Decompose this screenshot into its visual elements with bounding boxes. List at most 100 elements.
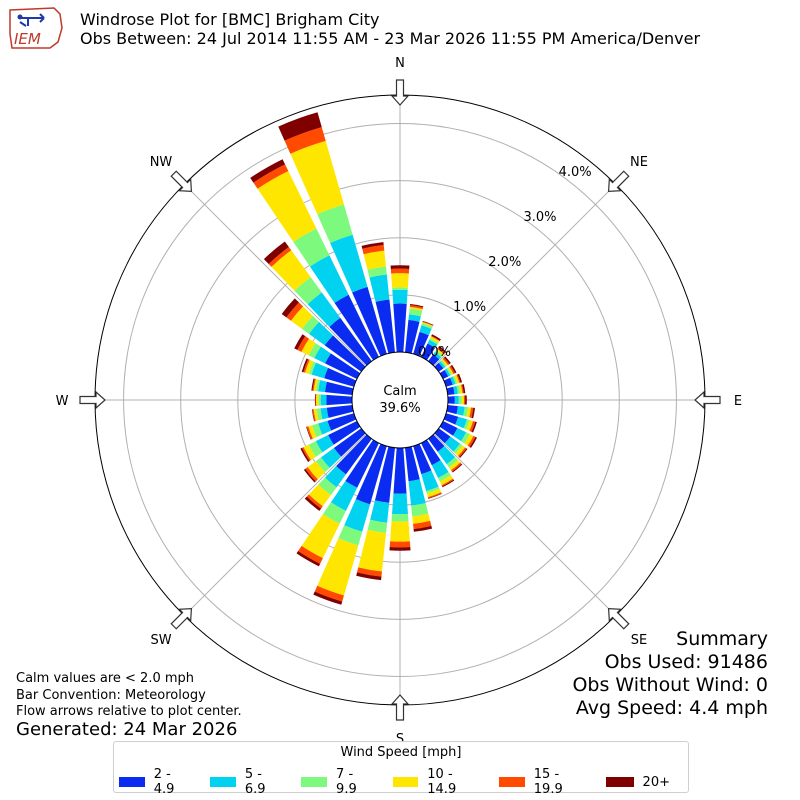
flow-arrow-icon bbox=[607, 607, 630, 630]
windrose-bar-segment bbox=[471, 407, 476, 419]
windrose-bar-segment bbox=[311, 409, 315, 422]
flow-arrow-shape bbox=[390, 694, 410, 721]
windrose-bar-segment bbox=[301, 447, 311, 462]
flow-arrows bbox=[79, 79, 721, 721]
legend-label: 15 - 19.9 bbox=[533, 767, 563, 797]
windrose-bar-segment bbox=[325, 353, 361, 379]
windrose-bar-segment bbox=[453, 443, 463, 454]
legend-swatch bbox=[210, 777, 236, 787]
direction-label: NW bbox=[150, 155, 173, 170]
windrose-bar-segment bbox=[315, 394, 317, 406]
windrose-bar-segment bbox=[450, 376, 456, 385]
windrose-bar-segment bbox=[307, 461, 326, 480]
windrose-bar-segment bbox=[297, 336, 310, 352]
windrose-bar-segment bbox=[471, 421, 477, 433]
windrose-bar-segment bbox=[419, 325, 432, 336]
windrose-bar-segment bbox=[301, 338, 316, 356]
radial-tick-label: 3.0% bbox=[523, 210, 556, 225]
bar-convention-note: Bar Convention: Meteorology bbox=[16, 687, 206, 703]
windrose-bar-segment bbox=[391, 273, 409, 288]
windrose-bar-segment bbox=[408, 314, 421, 322]
windrose-bar-segment bbox=[302, 315, 320, 334]
windrose-bar-segment bbox=[443, 377, 453, 387]
flow-arrow-shape bbox=[170, 607, 193, 630]
legend-label: 7 - 9.9 bbox=[336, 767, 357, 797]
radial-tick-labels: 0.0% 1.0% 2.0% 3.0% 4.0% bbox=[418, 165, 592, 360]
windrose-bar-segment bbox=[325, 466, 346, 488]
legend-items: 2 - 4.9 5 - 6.9 7 - 9.9 10 - 14.9 15 - 19.9 2… bbox=[119, 767, 688, 797]
iem-logo: IEM bbox=[4, 4, 68, 52]
flow-arrow-icon bbox=[170, 170, 193, 193]
calm-value: 39.6% bbox=[379, 401, 420, 416]
windrose-bar-segment bbox=[456, 406, 465, 416]
windrose-bar-segment bbox=[442, 479, 455, 488]
windrose-bar-segment bbox=[458, 395, 462, 405]
legend-item: 5 - 6.9 bbox=[210, 767, 283, 797]
windrose-bar-segment bbox=[357, 567, 382, 577]
windrose-bar-segment bbox=[440, 359, 447, 368]
windrose-bar-segment bbox=[392, 287, 408, 291]
legend-swatch bbox=[605, 777, 634, 787]
windrose-bar-segment bbox=[303, 468, 316, 483]
windrose-bars bbox=[250, 112, 478, 605]
windrose-bar-segment bbox=[345, 439, 379, 488]
windrose-bar-segment bbox=[443, 356, 451, 365]
windrose-bar-segment bbox=[427, 339, 438, 348]
summary-obs-used: Obs Used: 91486 bbox=[604, 651, 768, 673]
legend-item: 20+ bbox=[605, 775, 670, 790]
windrose-bar-segment bbox=[327, 413, 357, 431]
windrose-bar-segment bbox=[393, 447, 407, 494]
radial-tick-label: 0.0% bbox=[418, 345, 451, 360]
windrose-bar-segment bbox=[312, 409, 316, 422]
flow-arrow-icon bbox=[390, 694, 410, 721]
windrose-bar-segment bbox=[316, 408, 323, 421]
windrose-bar-segment bbox=[390, 521, 410, 542]
windrose-bar-segment bbox=[393, 303, 407, 353]
windrose-bar-segment bbox=[431, 460, 449, 479]
windrose-bar-segment bbox=[336, 434, 372, 475]
windrose-bar-segment bbox=[422, 322, 433, 327]
windrose-bar-segment bbox=[426, 486, 440, 494]
windrose-bar-segment bbox=[413, 525, 433, 532]
windrose-bar-segment bbox=[390, 268, 410, 274]
flow-arrow-icon bbox=[79, 390, 106, 410]
windrose-bar-segment bbox=[442, 357, 450, 366]
windrose-bar-segment bbox=[304, 496, 322, 511]
windrose-bar-segment bbox=[458, 384, 463, 394]
windrose-bar-segment bbox=[317, 538, 359, 596]
windrose-bar-segment bbox=[318, 380, 327, 393]
windrose-bar-segment bbox=[446, 405, 458, 415]
windrose-bar-segment bbox=[334, 294, 379, 361]
windrose-bar-segment bbox=[333, 428, 366, 457]
flow-arrow-icon bbox=[607, 170, 630, 193]
windrose-bar-segment bbox=[447, 396, 455, 404]
windrose-bar-segment bbox=[363, 250, 386, 270]
windrose-bar-segment bbox=[355, 443, 387, 505]
legend-item: 15 - 19.9 bbox=[499, 767, 588, 797]
windrose-bar-segment bbox=[469, 407, 474, 418]
windrose-bar-segment bbox=[391, 513, 409, 522]
windrose-bar-segment bbox=[296, 551, 321, 567]
flow-arrow-shape bbox=[79, 390, 106, 410]
windrose-bar-segment bbox=[313, 408, 319, 422]
windrose-bar-segment bbox=[456, 385, 461, 394]
generated-date: Generated: 24 Mar 2026 bbox=[16, 719, 238, 740]
windrose-bar-segment bbox=[409, 308, 423, 317]
legend-label: 2 - 4.9 bbox=[153, 767, 175, 797]
windrose-bar-segment bbox=[457, 447, 467, 458]
windrose-bar-segment bbox=[312, 423, 323, 438]
windrose-bar-segment bbox=[428, 493, 442, 499]
windrose-bar-segment bbox=[428, 354, 440, 366]
radial-tick-label: 1.0% bbox=[453, 300, 486, 315]
windrose-bar-segment bbox=[330, 234, 368, 293]
windrose-bar-segment bbox=[438, 345, 447, 354]
windrose-bar-segment bbox=[436, 348, 445, 356]
plot-notes: Calm values are < 2.0 mph Bar Convention… bbox=[16, 671, 242, 721]
windrose-bar-segment bbox=[356, 572, 382, 581]
windrose-bar-segment bbox=[421, 439, 441, 466]
windrose-bar-segment bbox=[392, 493, 408, 515]
iem-logo-graphic: IEM bbox=[9, 7, 63, 49]
summary-title: Summary bbox=[676, 628, 768, 650]
flow-arrow-shape bbox=[607, 607, 630, 630]
windrose-bar-segment bbox=[441, 358, 449, 367]
